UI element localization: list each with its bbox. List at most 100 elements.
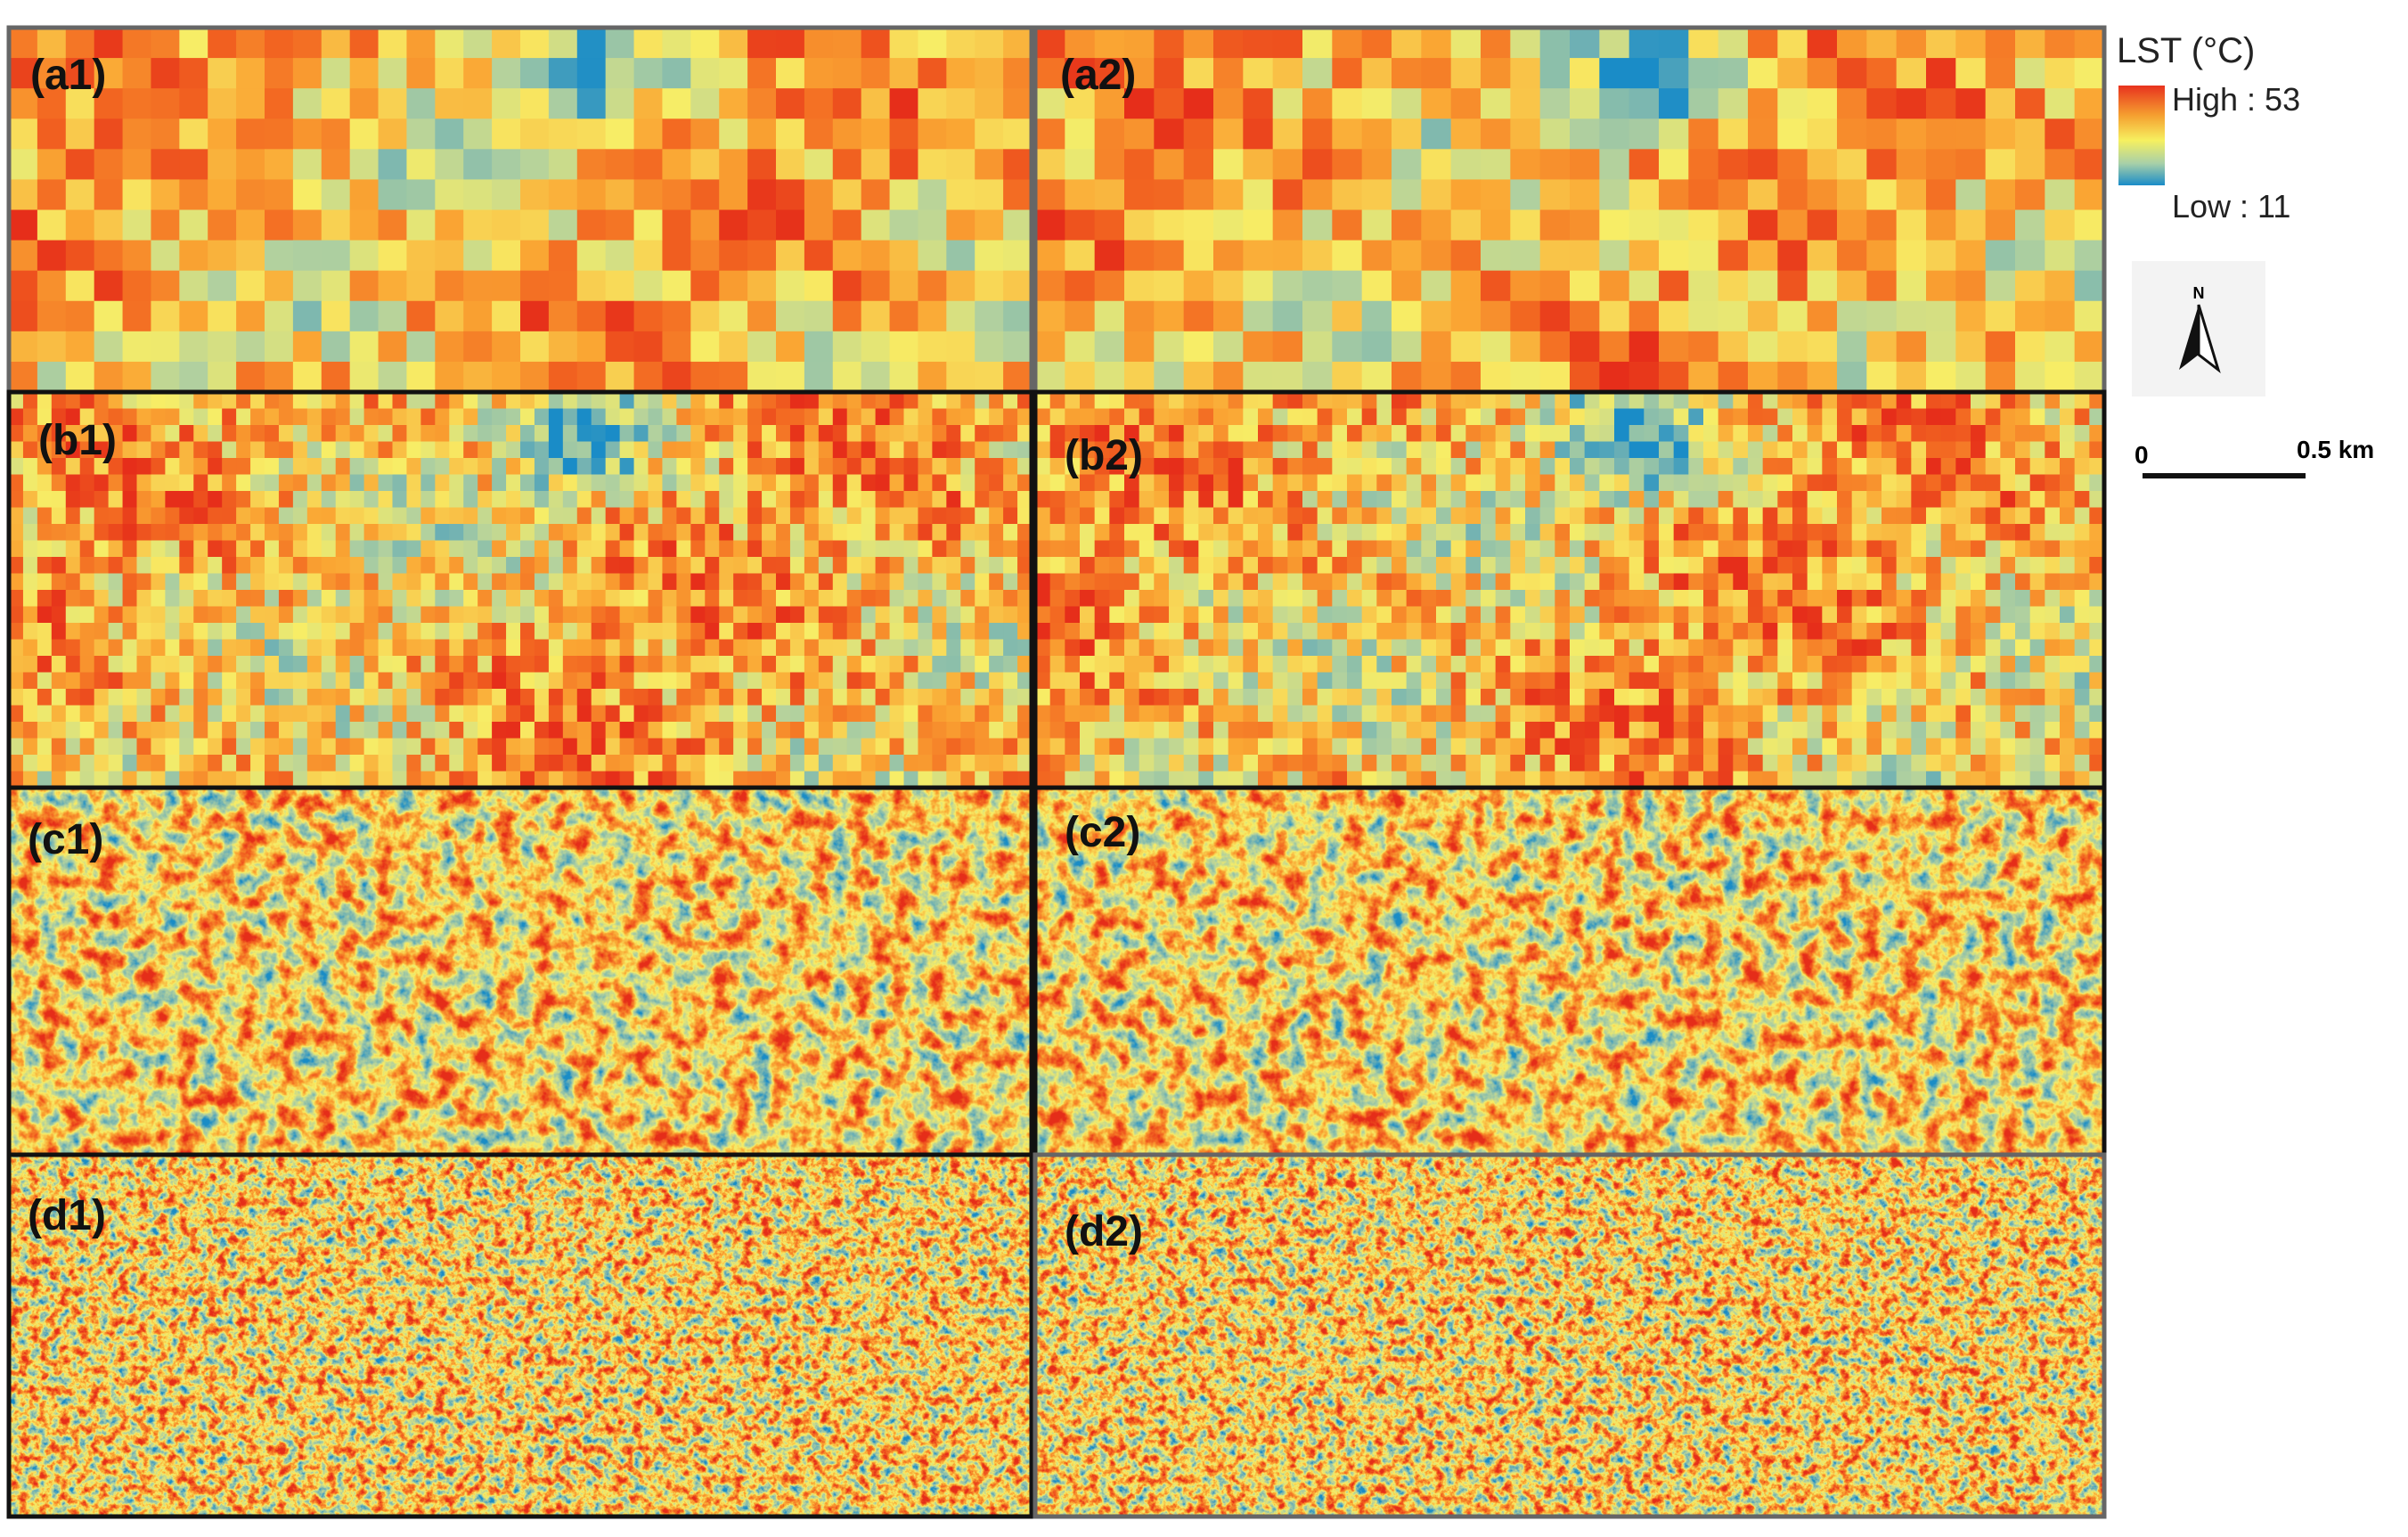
legend-high: High : 53: [2172, 81, 2300, 118]
pixel: [562, 755, 578, 773]
pixel: [946, 573, 961, 591]
pixel: [1688, 540, 1704, 558]
pixel: [265, 606, 280, 624]
pixel: [1017, 474, 1033, 492]
pixel: [719, 240, 748, 272]
pixel: [292, 28, 322, 59]
pixel: [108, 722, 124, 740]
pixel: [975, 722, 990, 740]
pixel: [1703, 557, 1719, 575]
pixel: [506, 392, 521, 410]
pixel: [576, 722, 592, 740]
pixel: [435, 705, 450, 723]
pixel: [2045, 119, 2076, 150]
pixel: [1688, 331, 1719, 363]
pixel: [9, 672, 24, 690]
pixel: [1614, 507, 1630, 525]
pixel: [9, 28, 38, 59]
pixel: [918, 656, 933, 674]
pixel: [1124, 425, 1140, 443]
pixel: [179, 639, 194, 657]
pixel: [1718, 28, 1749, 59]
pixel: [9, 474, 24, 492]
pixel: [1510, 491, 1526, 509]
pixel: [65, 392, 81, 410]
pixel: [108, 507, 124, 525]
pixel: [1955, 209, 1987, 241]
pixel: [1406, 491, 1422, 509]
pixel: [1851, 441, 1867, 459]
pixel: [676, 491, 691, 509]
pixel: [1392, 507, 1408, 525]
pixel: [1659, 149, 1689, 181]
pixel: [1495, 639, 1511, 657]
pixel: [51, 557, 67, 575]
pixel: [1807, 270, 1838, 302]
pixel: [1688, 361, 1719, 393]
pixel: [1777, 722, 1793, 740]
pixel: [633, 689, 649, 707]
pixel: [1035, 240, 1065, 272]
pixel: [506, 507, 521, 525]
pixel: [1198, 722, 1214, 740]
pixel: [151, 738, 166, 756]
pixel: [435, 738, 450, 756]
pixel: [1258, 606, 1274, 624]
pixel: [832, 491, 848, 509]
pixel: [1718, 606, 1734, 624]
pixel: [349, 209, 380, 241]
pixel: [65, 672, 81, 690]
pixel: [1213, 361, 1244, 393]
pixel: [1347, 656, 1363, 674]
pixel: [1065, 705, 1081, 723]
pixel: [1287, 590, 1303, 608]
pixel: [719, 179, 748, 211]
pixel: [875, 590, 891, 608]
pixel: [719, 738, 734, 756]
pixel: [1243, 392, 1259, 410]
pixel: [989, 458, 1004, 476]
pixel: [832, 524, 848, 542]
pixel: [1139, 606, 1155, 624]
pixel: [1539, 179, 1571, 211]
pixel: [1792, 771, 1808, 789]
pixel: [903, 425, 919, 443]
pixel: [1436, 672, 1452, 690]
pixel: [548, 722, 564, 740]
pixel: [975, 270, 1004, 302]
pixel: [1302, 331, 1333, 363]
pixel: [1688, 58, 1719, 89]
pixel: [165, 590, 180, 608]
pixel: [122, 209, 152, 241]
pixel: [392, 606, 408, 624]
pixel: [1017, 573, 1033, 591]
pixel: [676, 474, 691, 492]
pixel: [1659, 557, 1675, 575]
pixel: [1302, 656, 1318, 674]
pixel: [179, 28, 208, 59]
pixel: [1955, 573, 1971, 591]
pixel: [1094, 705, 1110, 723]
pixel: [1495, 458, 1511, 476]
pixel: [265, 557, 280, 575]
pixel: [1955, 639, 1971, 657]
pixel: [492, 300, 521, 332]
pixel: [278, 606, 294, 624]
pixel: [1866, 491, 1882, 509]
pixel: [321, 557, 337, 575]
pixel: [108, 755, 124, 773]
pixel: [1614, 557, 1630, 575]
pixel: [378, 540, 394, 558]
pixel: [1287, 491, 1303, 509]
pixel: [605, 408, 621, 426]
pixel: [1851, 590, 1867, 608]
pixel: [1688, 209, 1719, 241]
pixel: [65, 119, 95, 150]
pixel: [265, 672, 280, 690]
pixel: [1017, 623, 1033, 641]
pixel: [1124, 474, 1140, 492]
pixel: [861, 408, 877, 426]
pixel: [1911, 441, 1927, 459]
pixel: [520, 623, 535, 641]
pixel: [1882, 524, 1898, 542]
